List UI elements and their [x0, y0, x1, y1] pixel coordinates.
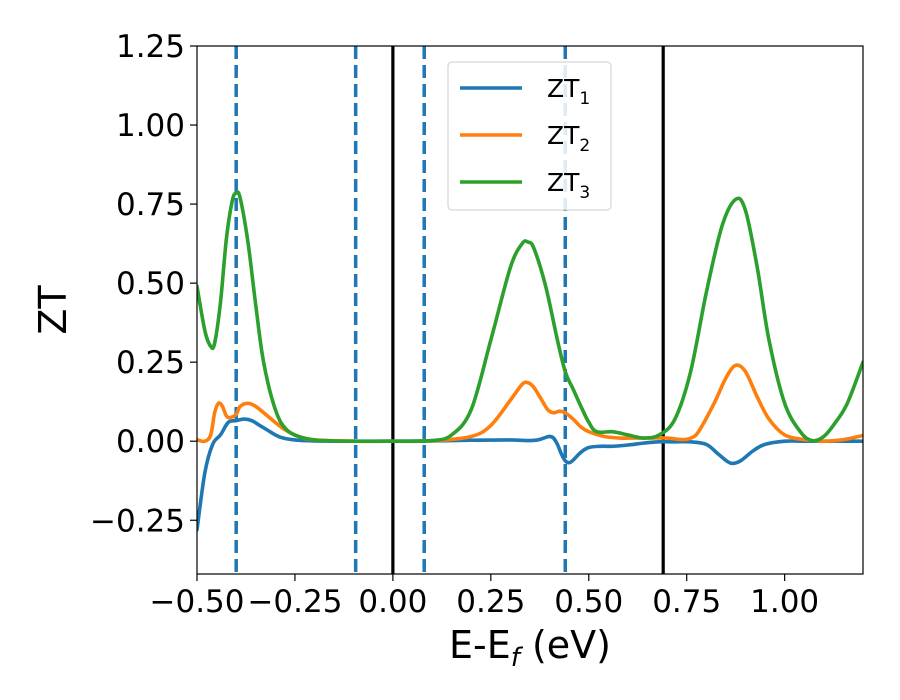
x-axis-label-unit: (eV)	[520, 623, 611, 667]
y-tick-label: −0.25	[90, 503, 185, 539]
axis-ticks: −0.50 −0.25 0.00 0.25 0.50 0.75 1.00−0.250.000…	[90, 29, 819, 620]
y-tick-label: 0.25	[116, 345, 185, 381]
series-line-zt1	[197, 417, 863, 532]
y-tick-label: 1.25	[116, 29, 185, 65]
y-tick-label: 0.50	[116, 266, 185, 302]
y-tick-label: 0.75	[116, 187, 185, 223]
x-tick-label: 0.50	[554, 584, 623, 620]
legend-label-zt2: ZT2	[547, 121, 590, 156]
legend-label-zt3: ZT3	[547, 168, 590, 203]
x-tick-label: 0.00	[358, 584, 427, 620]
x-tick-label: −0.50	[150, 584, 245, 620]
plot-frame	[196, 45, 864, 575]
y-axis-label: ZT	[31, 285, 75, 335]
x-tick-label: 1.00	[750, 584, 819, 620]
series-line-zt2	[197, 363, 863, 444]
x-tick-label: 0.75	[652, 584, 721, 620]
y-tick-label: 1.00	[116, 108, 185, 144]
y-tick-label: 0.00	[116, 424, 185, 460]
x-axis-label: E-Ef (eV)	[449, 623, 611, 673]
series-lines	[197, 190, 863, 532]
legend: ZT1 ZT2 ZT3	[447, 61, 612, 211]
legend-label-zt1: ZT1	[547, 74, 590, 109]
series-line-zt3	[197, 190, 863, 444]
x-axis-label-main: E-E	[449, 623, 511, 667]
legend-box	[447, 61, 612, 211]
x-tick-label: 0.25	[456, 584, 525, 620]
x-tick-label: −0.25	[247, 584, 342, 620]
